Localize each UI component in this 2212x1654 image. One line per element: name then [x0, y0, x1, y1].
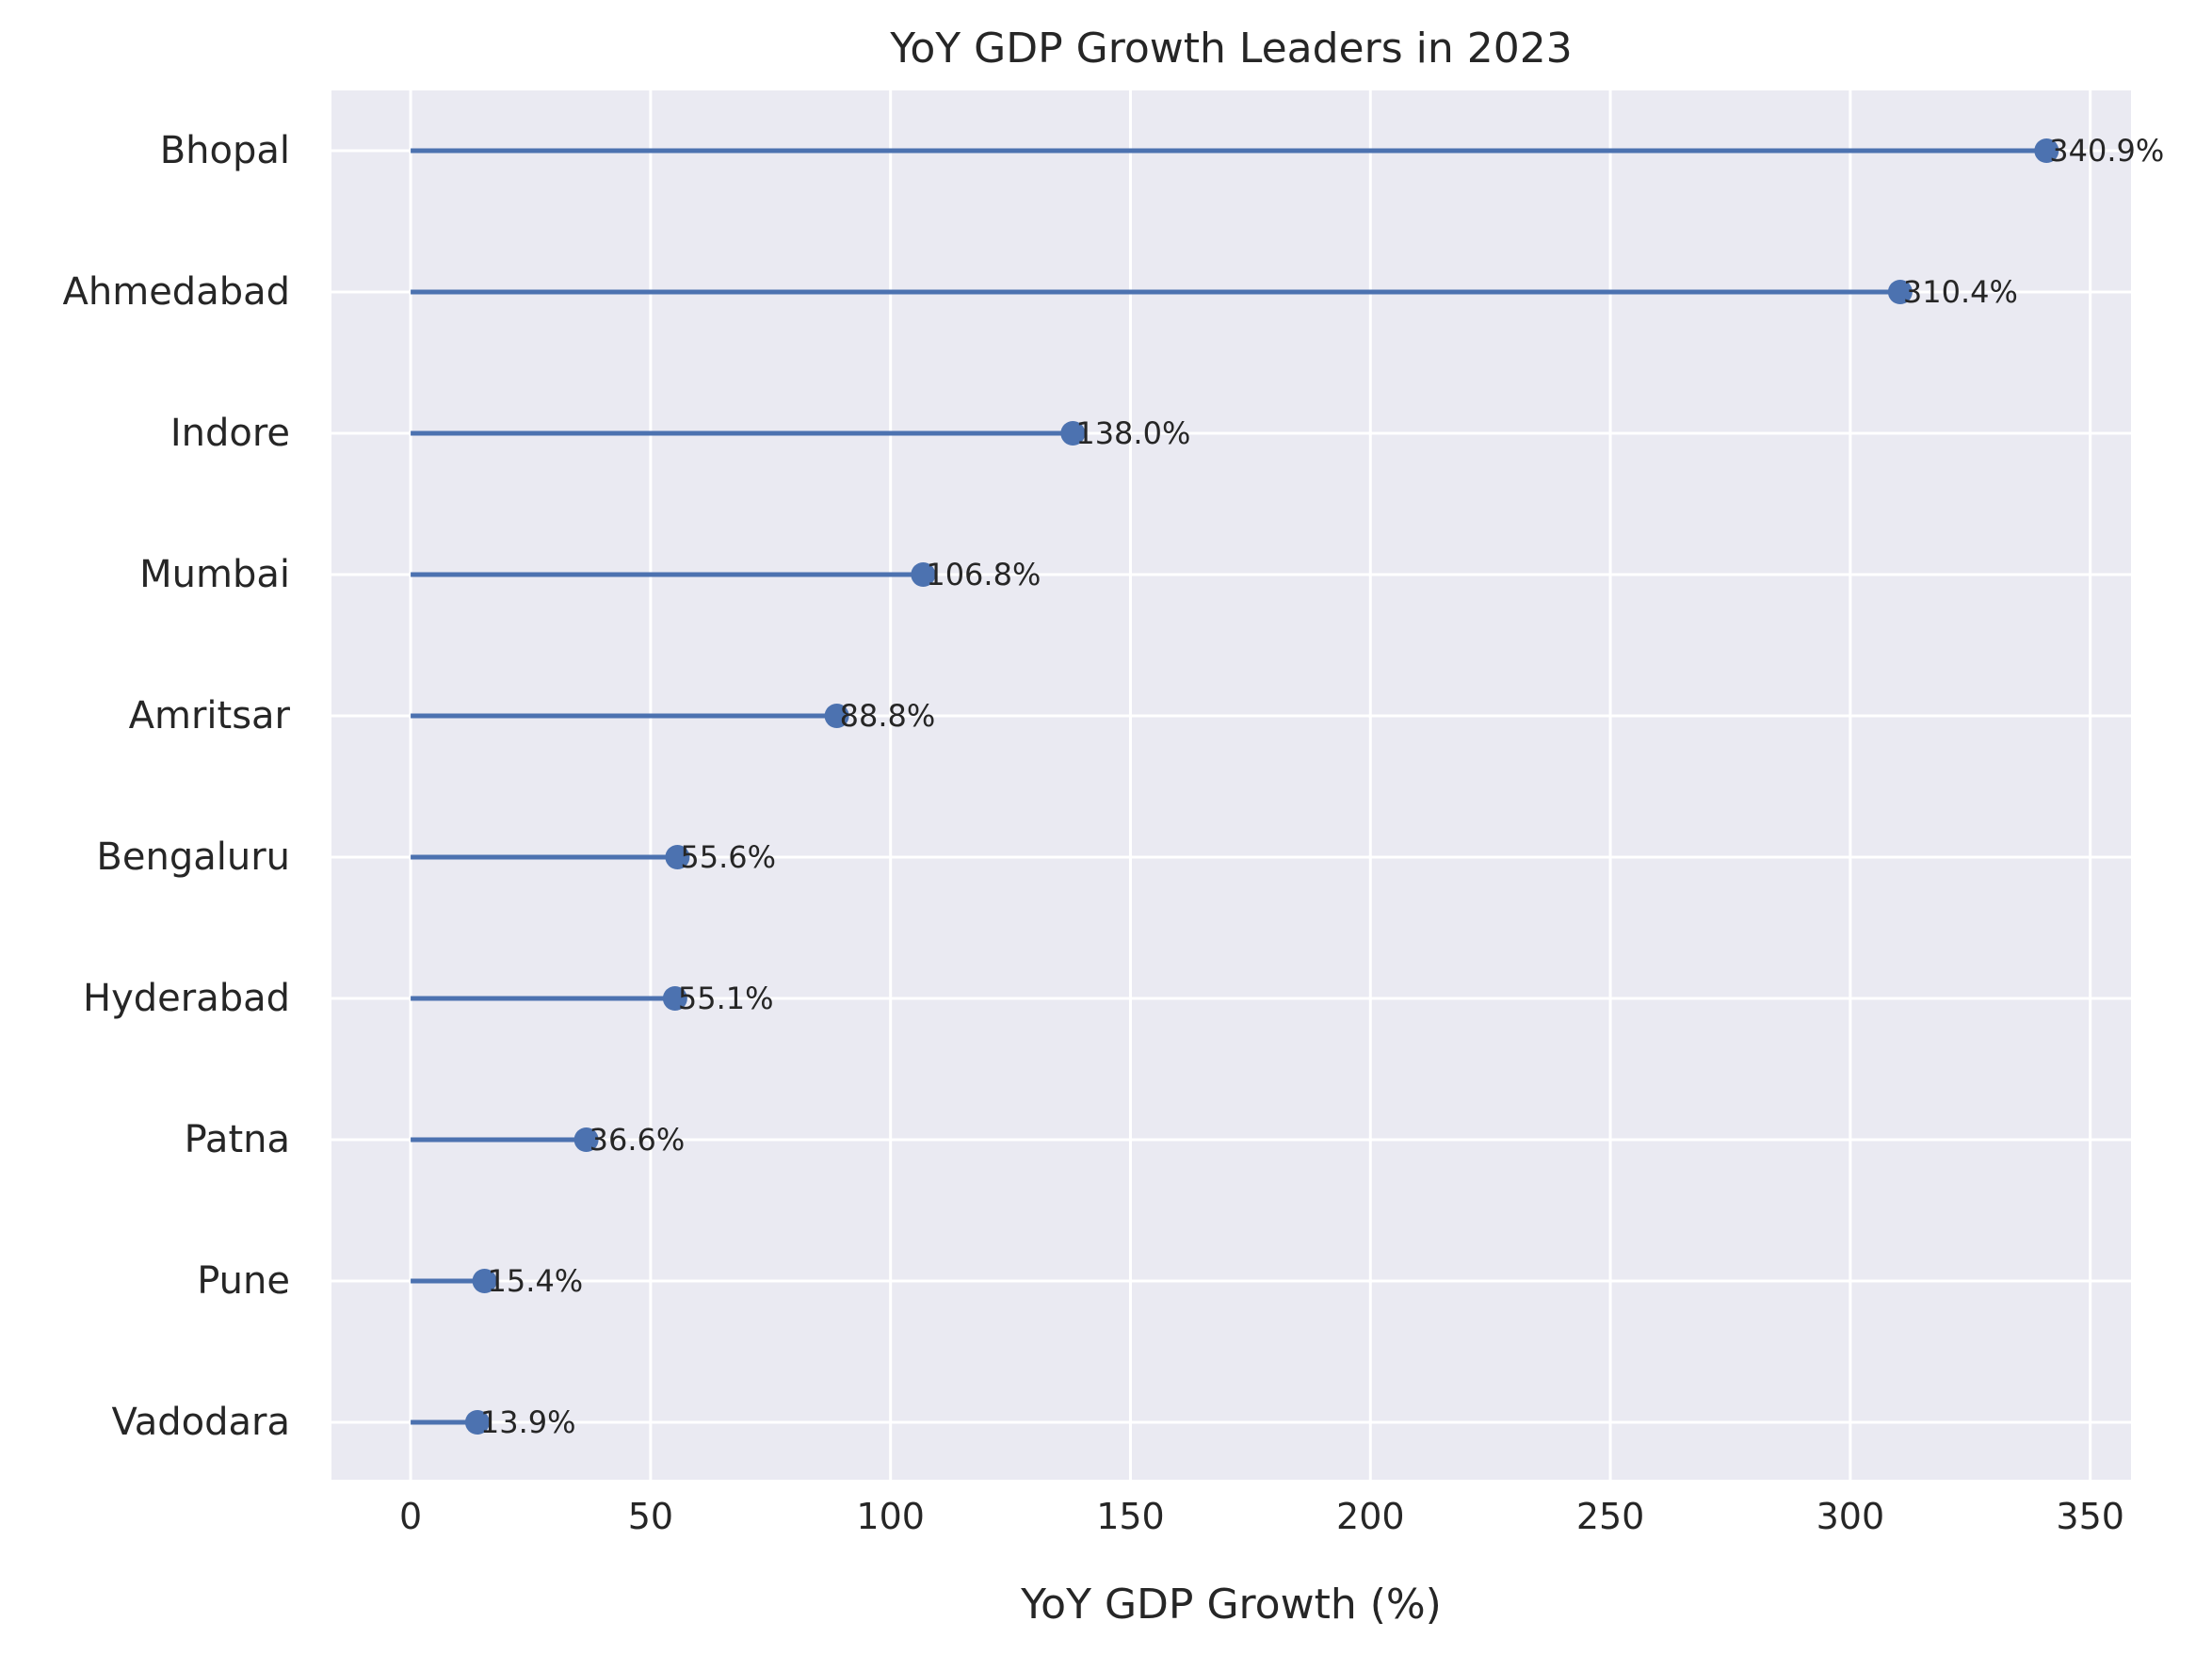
data-labels: 340.9% 310.4% 138.0% 106.8% 88.8% 55.6% 55.1% 3… [480, 133, 2164, 1440]
data-label-ahmedabad: 310.4% [1903, 274, 2018, 310]
point-indore [1060, 421, 1086, 446]
point-mumbai [911, 562, 936, 587]
y-tick-label-ahmedabad: Ahmedabad [63, 270, 290, 314]
y-tick-label-indore: Indore [170, 412, 290, 455]
x-tick-label: 250 [1576, 1496, 1645, 1537]
x-tick-labels: 0 50 100 150 200 250 300 350 [399, 1496, 2124, 1537]
data-label-vadodara: 13.9% [480, 1404, 576, 1440]
point-pune [472, 1269, 497, 1293]
point-patna [573, 1127, 599, 1152]
y-tick-labels: Bhopal Ahmedabad Indore Mumbai Amritsar Benga… [63, 129, 291, 1444]
data-label-bhopal: 340.9% [2049, 133, 2164, 169]
y-tick-label-amritsar: Amritsar [129, 694, 291, 738]
data-label-bengaluru: 55.6% [680, 839, 776, 875]
point-bengaluru [665, 845, 690, 869]
stems [411, 148, 2047, 1425]
x-tick-label: 200 [1336, 1496, 1405, 1537]
y-tick-label-vadodara: Vadodara [112, 1401, 291, 1444]
x-tick-label: 50 [628, 1496, 673, 1537]
data-label-amritsar: 88.8% [840, 698, 936, 734]
y-tick-label-patna: Patna [185, 1118, 290, 1161]
x-tick-label: 300 [1816, 1496, 1885, 1537]
data-label-hyderabad: 55.1% [678, 981, 774, 1016]
point-ahmedabad [1887, 280, 1913, 304]
y-tick-label-bhopal: Bhopal [160, 129, 290, 172]
x-tick-label: 150 [1096, 1496, 1165, 1537]
x-tick-label: 350 [2056, 1496, 2124, 1537]
y-tick-label-pune: Pune [197, 1259, 290, 1303]
data-label-indore: 138.0% [1075, 415, 1190, 451]
plot-area [331, 90, 2131, 1480]
data-label-mumbai: 106.8% [926, 557, 1041, 592]
x-tick-label: 0 [399, 1496, 422, 1537]
point-hyderabad [662, 986, 687, 1011]
y-tick-label-mumbai: Mumbai [139, 553, 290, 596]
chart-title: YoY GDP Growth Leaders in 2023 [889, 24, 1572, 73]
point-vadodara [464, 1410, 490, 1435]
y-tick-label-bengaluru: Bengaluru [96, 835, 290, 879]
points [464, 138, 2059, 1435]
x-tick-label: 100 [856, 1496, 925, 1537]
data-label-patna: 36.6% [589, 1122, 686, 1158]
data-label-pune: 15.4% [488, 1263, 584, 1299]
y-tick-label-hyderabad: Hyderabad [83, 977, 290, 1020]
point-amritsar [824, 704, 849, 728]
x-axis-label: YoY GDP Growth (%) [1020, 1581, 1442, 1629]
point-bhopal [2034, 138, 2059, 163]
